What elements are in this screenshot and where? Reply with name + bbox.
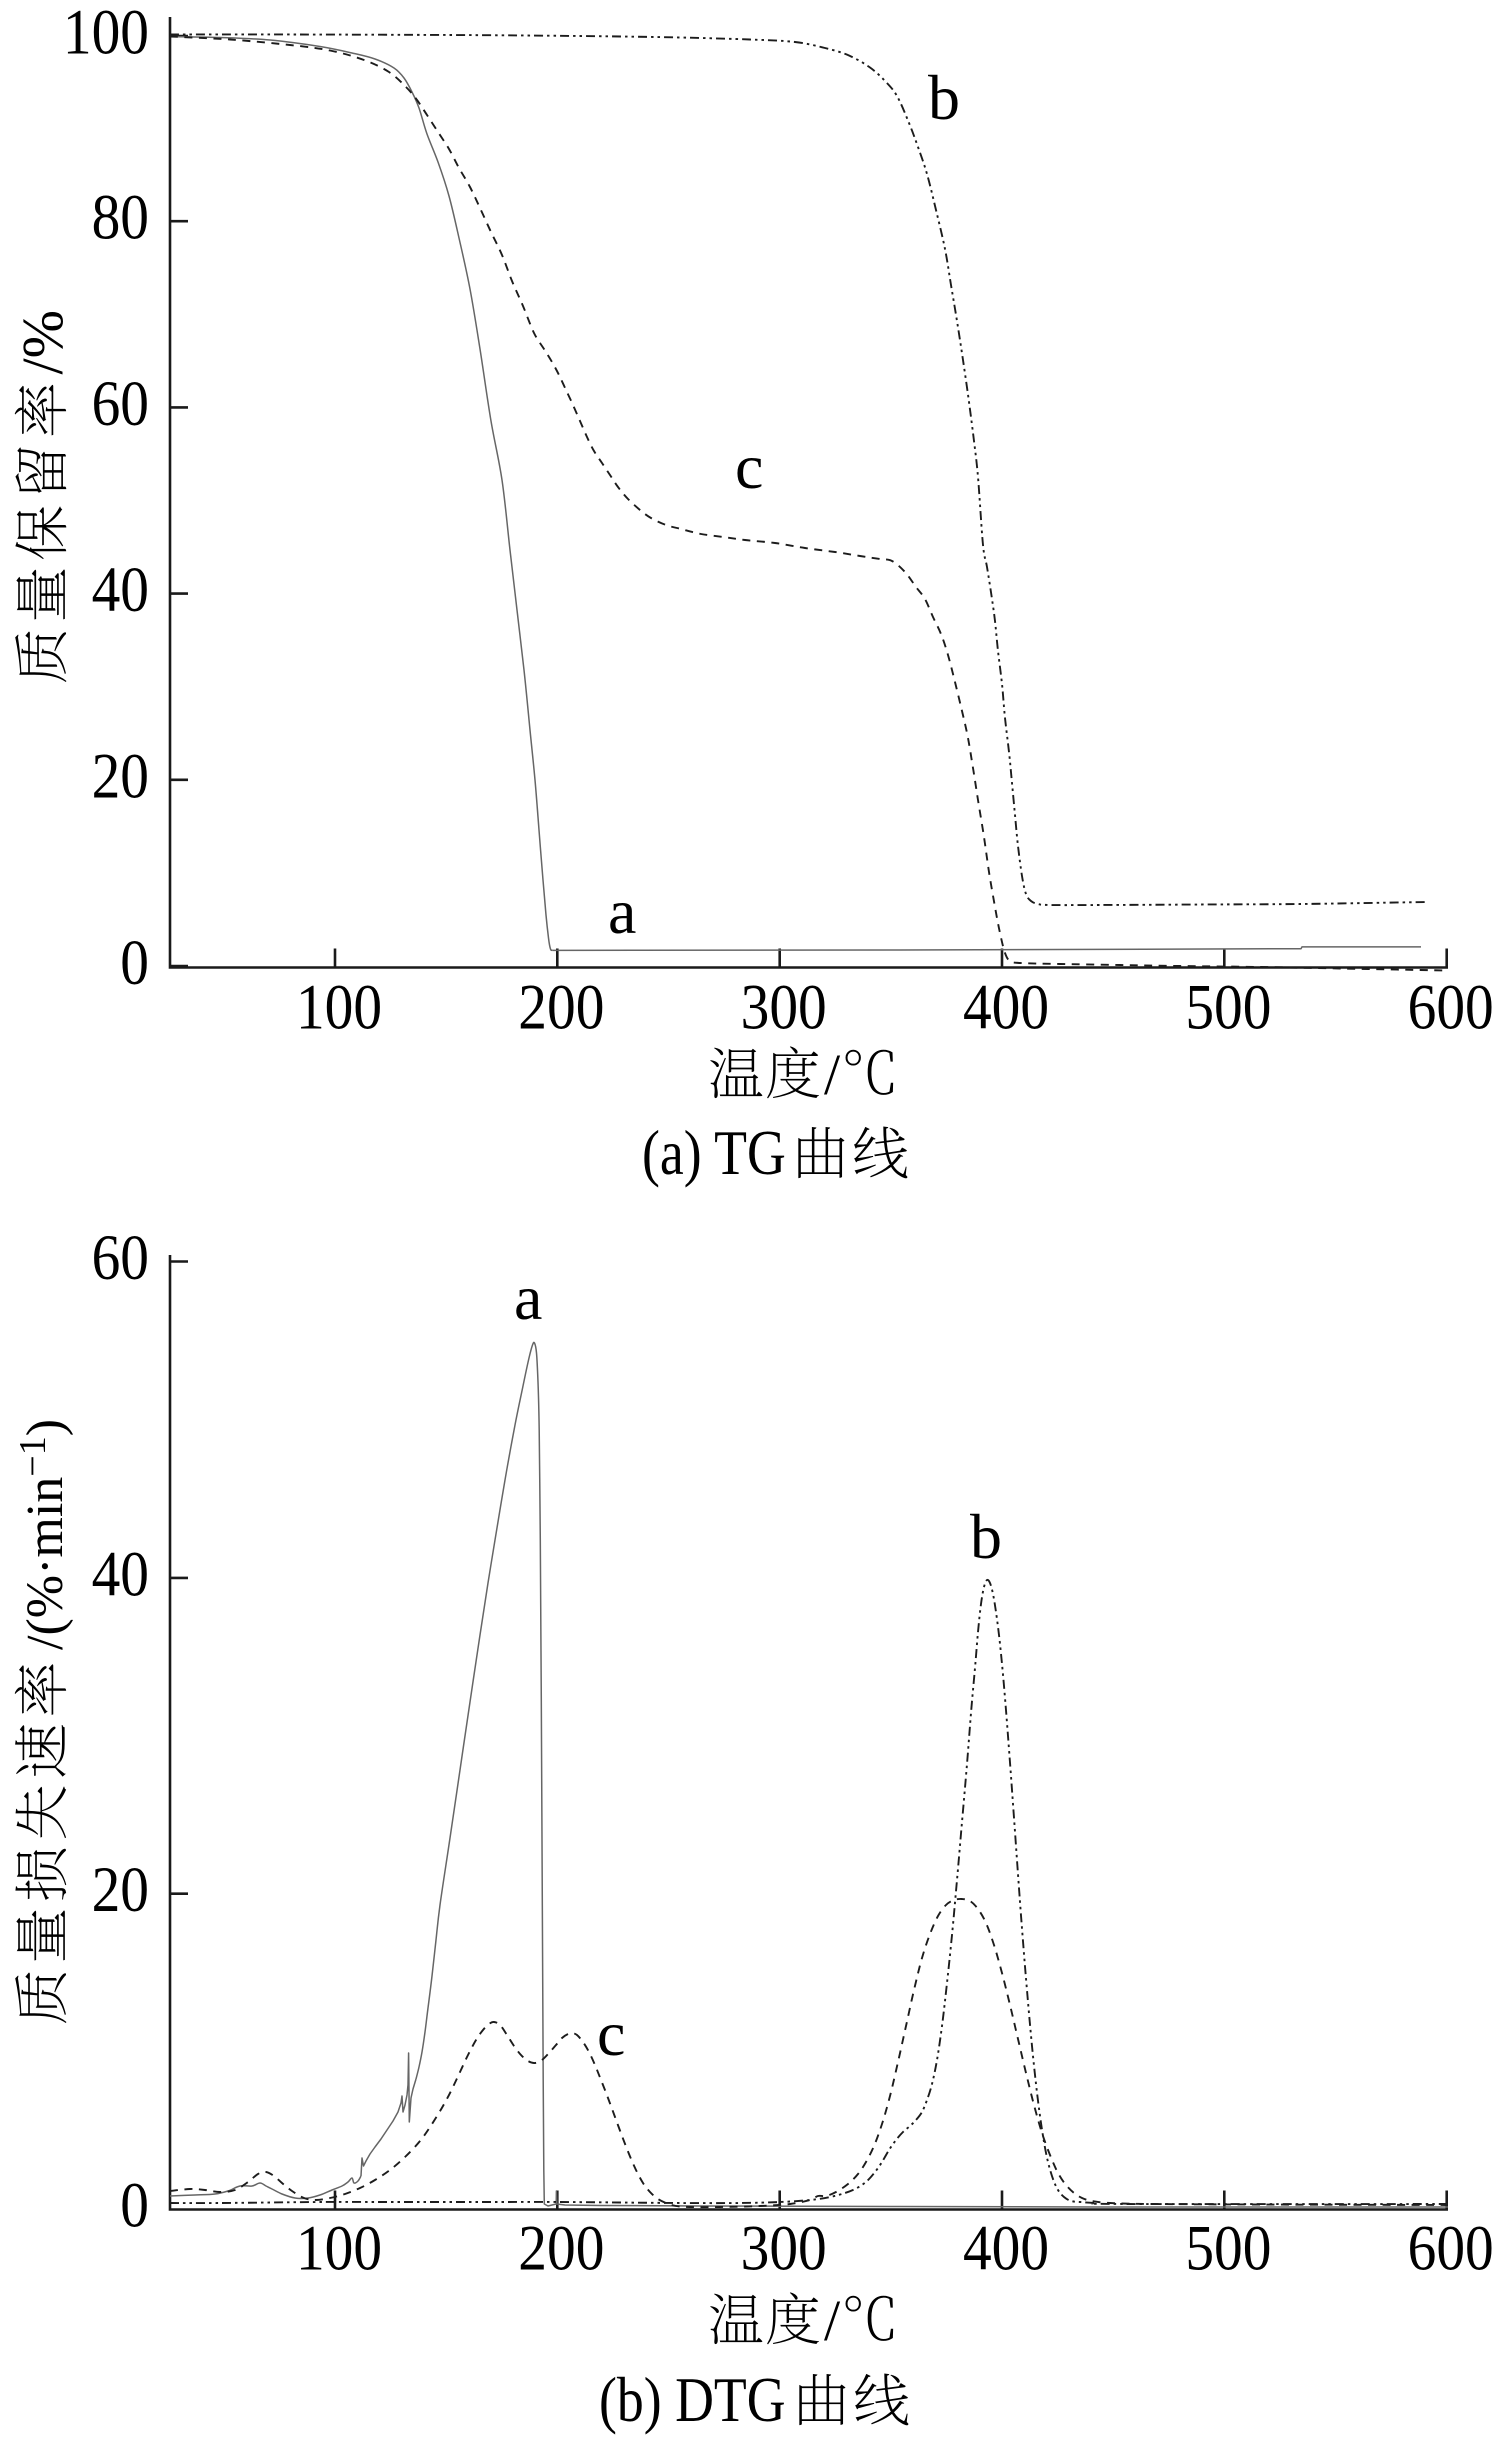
- svg-text:60: 60: [92, 1223, 149, 1294]
- svg-text:60: 60: [92, 369, 149, 440]
- svg-text:b: b: [970, 1501, 1002, 1572]
- svg-text:500: 500: [1185, 2214, 1271, 2285]
- svg-text:400: 400: [963, 973, 1049, 1044]
- svg-text:(b) DTG: (b) DTG: [599, 2364, 786, 2435]
- svg-text:a: a: [608, 876, 636, 947]
- svg-text:(a) TG: (a) TG: [642, 1117, 786, 1188]
- svg-text:0: 0: [120, 928, 149, 999]
- svg-text:40: 40: [92, 1539, 149, 1610]
- svg-text:100: 100: [296, 973, 382, 1044]
- svg-text:c: c: [735, 431, 763, 502]
- svg-text:400: 400: [963, 2214, 1049, 2285]
- svg-text:/: /: [824, 2288, 841, 2353]
- svg-text:40: 40: [92, 555, 149, 626]
- svg-text:20: 20: [92, 741, 149, 812]
- svg-text:80: 80: [92, 183, 149, 254]
- svg-text:300: 300: [741, 2214, 827, 2285]
- svg-text:200: 200: [518, 2214, 604, 2285]
- svg-text:300: 300: [741, 973, 827, 1044]
- svg-text:/%: /%: [10, 310, 75, 374]
- svg-text:a: a: [514, 1262, 542, 1333]
- svg-text:20: 20: [92, 1855, 149, 1926]
- svg-text:200: 200: [518, 973, 604, 1044]
- svg-text:/: /: [824, 1042, 841, 1107]
- svg-text:b: b: [928, 62, 960, 133]
- svg-text:600: 600: [1408, 973, 1494, 1044]
- svg-text:600: 600: [1408, 2214, 1494, 2285]
- svg-text:0: 0: [120, 2171, 149, 2242]
- svg-text:100: 100: [63, 0, 149, 68]
- svg-text:c: c: [597, 1998, 625, 2069]
- svg-text:500: 500: [1185, 973, 1271, 1044]
- svg-text:100: 100: [296, 2214, 382, 2285]
